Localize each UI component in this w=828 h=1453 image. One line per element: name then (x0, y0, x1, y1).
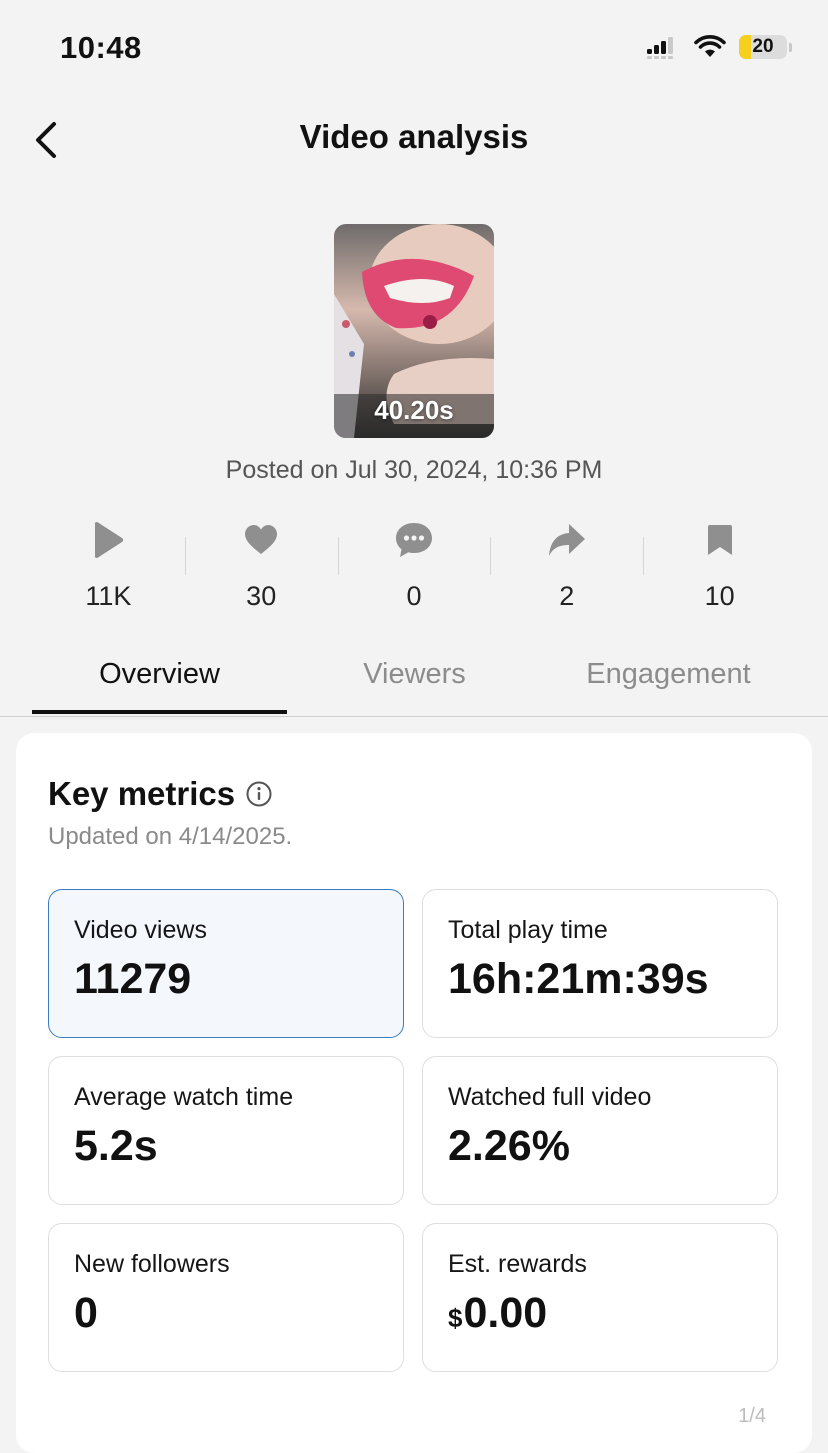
updated-date: Updated on 4/14/2025. (48, 823, 293, 850)
active-tab-indicator (32, 710, 287, 714)
metric-label: Watched full video (448, 1083, 652, 1111)
video-thumbnail[interactable]: 40.20s (334, 224, 494, 438)
stat-shares: 2 (490, 515, 643, 615)
analytics-tabs: Overview Viewers Engagement (0, 640, 828, 717)
wifi-icon (694, 35, 726, 57)
status-time: 10:48 (60, 30, 142, 65)
signal-icon (647, 37, 673, 59)
stat-value: 2 (559, 581, 575, 611)
key-metrics-title: Key metrics (48, 775, 236, 812)
battery-indicator: 20 (739, 35, 787, 59)
stat-saves: 10 (643, 515, 796, 615)
currency-symbol: $ (448, 1303, 463, 1333)
back-button[interactable] (28, 118, 68, 162)
metric-label: Video views (74, 916, 207, 944)
tab-engagement[interactable]: Engagement (586, 658, 751, 690)
page-title: Video analysis (299, 118, 529, 155)
metric-value: 5.2s (74, 1122, 158, 1170)
metric-amount: 0.00 (463, 1289, 548, 1337)
stat-value: 30 (246, 581, 277, 611)
metric-card-average-watch-time[interactable]: Average watch time 5.2s (48, 1056, 404, 1205)
posted-date: Posted on Jul 30, 2024, 10:36 PM (225, 456, 603, 484)
metric-label: Average watch time (74, 1083, 294, 1111)
play-icon (95, 522, 124, 558)
metric-label: Est. rewards (448, 1250, 587, 1278)
metric-value: 0 (74, 1289, 98, 1337)
battery-level: 20 (752, 36, 774, 57)
key-metrics-card: Key metrics Updated on 4/14/2025. Video … (16, 733, 812, 1453)
metric-card-watched-full-video[interactable]: Watched full video 2.26% (422, 1056, 778, 1205)
stat-views: 11K (32, 515, 185, 615)
status-icons: 20 (647, 34, 792, 60)
video-duration: 40.20s (374, 395, 454, 425)
metric-value: 11279 (74, 955, 192, 1003)
metric-value: 16h:21m:39s (448, 955, 709, 1003)
status-bar: 10:48 20 (0, 0, 828, 100)
metric-value: 2.26% (448, 1122, 570, 1170)
video-preview-image (334, 224, 494, 438)
video-stats-row: 11K 30 0 2 (32, 515, 796, 615)
key-metrics-heading: Key metrics (48, 775, 273, 813)
stat-value: 0 (406, 581, 422, 611)
pagination-hint: 1/4 (738, 1405, 766, 1427)
stat-comments: 0 (337, 515, 491, 615)
heart-icon (245, 525, 278, 554)
comment-icon (395, 523, 432, 557)
tab-overview[interactable]: Overview (99, 658, 220, 690)
tab-viewers[interactable]: Viewers (363, 658, 466, 690)
metric-value: $0.00 (448, 1289, 547, 1338)
bookmark-icon (707, 525, 732, 555)
metric-label: New followers (74, 1250, 230, 1278)
stat-value: 11K (85, 581, 132, 611)
metric-card-est-rewards[interactable]: Est. rewards $0.00 (422, 1223, 778, 1372)
info-icon[interactable] (245, 780, 273, 808)
metric-label: Total play time (448, 916, 608, 944)
share-icon (548, 524, 585, 556)
metric-card-video-views[interactable]: Video views 11279 (48, 889, 404, 1038)
navigation-bar: Video analysis (0, 100, 828, 180)
stat-value: 10 (704, 581, 735, 611)
stat-likes: 30 (184, 515, 338, 615)
metric-card-total-play-time[interactable]: Total play time 16h:21m:39s (422, 889, 778, 1038)
metric-card-new-followers[interactable]: New followers 0 (48, 1223, 404, 1372)
chevron-left-icon (36, 122, 56, 158)
